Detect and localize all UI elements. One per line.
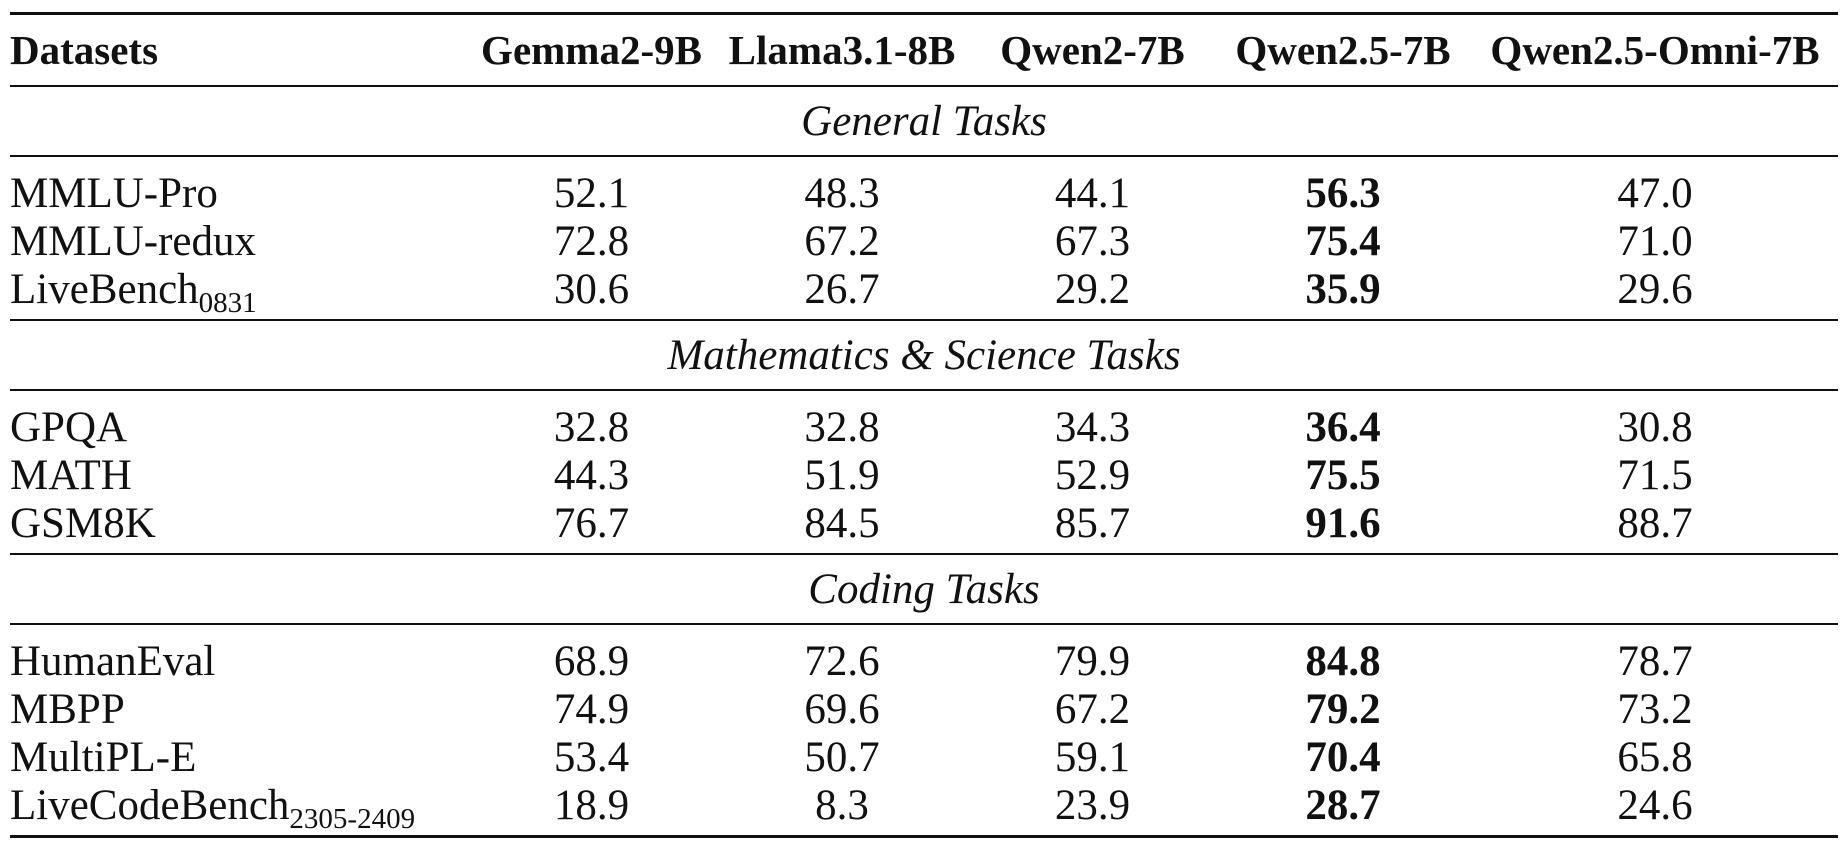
score-cell: 24.6 — [1472, 781, 1838, 838]
score-cell: 29.2 — [1054, 265, 1131, 313]
score-cell: 73.2 — [1617, 685, 1693, 733]
dataset-name-cell: MBPP — [10, 685, 470, 733]
score-cell-best: 70.4 — [1305, 733, 1381, 781]
comparison-table-container: Datasets Gemma2-9B Llama3.1-8B Qwen2-7B … — [10, 12, 1838, 838]
score-cell: 69.6 — [804, 685, 880, 733]
score-cell: 30.6 — [553, 265, 630, 313]
table-row: LiveCodeBench2305-2409 18.9 8.3 23.9 28.7 24.… — [10, 781, 1838, 838]
table-row: MATH 44.3 51.9 52.9 75.5 71.5 — [10, 451, 1838, 499]
score-cell-best: 36.4 — [1305, 403, 1381, 451]
dataset-version-subscript: 2305-2409 — [289, 802, 416, 835]
score-cell: 72.6 — [804, 637, 880, 685]
dataset-name: MultiPL-E — [10, 733, 197, 781]
section-header-row: General Tasks — [10, 86, 1838, 157]
dataset-name-cell: MultiPL-E — [10, 733, 470, 781]
dataset-name-cell: LiveBench0831 — [10, 265, 470, 320]
score-cell: 44.1 — [1054, 169, 1131, 217]
score-cell: 85.7 — [1054, 499, 1131, 547]
table-row: MultiPL-E 53.4 50.7 59.1 70.4 65.8 — [10, 733, 1838, 781]
score-cell: 88.7 — [1617, 499, 1693, 547]
dataset-name-cell: GSM8K — [10, 499, 470, 554]
benchmark-table: Datasets Gemma2-9B Llama3.1-8B Qwen2-7B … — [10, 12, 1838, 838]
score-cell: 50.7 — [804, 733, 880, 781]
dataset-name: MATH — [10, 451, 132, 499]
dataset-name: LiveBench — [10, 265, 199, 313]
table-row: GSM8K 76.7 84.5 85.7 91.6 88.7 — [10, 499, 1838, 554]
dataset-name: MMLU-Pro — [10, 169, 218, 217]
score-cell: 67.2 — [1054, 685, 1131, 733]
table-body: General Tasks MMLU-Pro 52.1 48.3 44.1 56.3 47.… — [10, 86, 1838, 838]
score-cell-best: 84.8 — [1305, 637, 1381, 685]
score-cell: 32.8 — [804, 403, 880, 451]
dataset-name-cell: MMLU-redux — [10, 217, 470, 265]
score-cell: 52.1 — [553, 169, 630, 217]
score-cell: 68.9 — [553, 637, 630, 685]
score-cell: 29.6 — [1617, 265, 1693, 313]
dataset-name: GPQA — [10, 403, 128, 451]
score-cell: 8.3 — [713, 781, 971, 838]
dataset-name-cell: LiveCodeBench2305-2409 — [10, 781, 470, 838]
score-cell-best: 79.2 — [1305, 685, 1381, 733]
dataset-name: MBPP — [10, 685, 125, 733]
section-title: General Tasks — [10, 86, 1838, 157]
score-cell: 59.1 — [1054, 733, 1131, 781]
dataset-name-cell: GPQA — [10, 390, 470, 451]
score-cell: 72.8 — [553, 217, 630, 265]
score-cell: 84.5 — [804, 499, 880, 547]
dataset-name: LiveCodeBench — [10, 781, 290, 829]
dataset-name-cell: HumanEval — [10, 624, 470, 685]
score-cell: 71.5 — [1617, 451, 1693, 499]
dataset-name: MMLU-redux — [10, 217, 257, 265]
header-datasets: Datasets — [10, 12, 470, 87]
score-cell: 67.2 — [804, 217, 880, 265]
score-cell: 79.9 — [1054, 637, 1131, 685]
score-cell: 74.9 — [553, 685, 630, 733]
score-cell-best: 28.7 — [1214, 781, 1472, 838]
score-cell: 44.3 — [553, 451, 630, 499]
table-row: MMLU-Pro 52.1 48.3 44.1 56.3 47.0 — [10, 156, 1838, 217]
section-title: Mathematics & Science Tasks — [10, 319, 1838, 391]
header-model: Qwen2.5-7B — [1214, 12, 1472, 87]
score-cell: 18.9 — [470, 781, 713, 838]
score-cell: 78.7 — [1617, 637, 1693, 685]
table-row: MMLU-redux 72.8 67.2 67.3 75.4 71.0 — [10, 217, 1838, 265]
score-cell: 76.7 — [553, 499, 630, 547]
score-cell: 47.0 — [1617, 169, 1693, 217]
header-model: Qwen2.5-Omni-7B — [1472, 12, 1838, 87]
table-row: LiveBench0831 30.6 26.7 29.2 35.9 29.6 — [10, 265, 1838, 320]
score-cell: 26.7 — [804, 265, 880, 313]
table-row: MBPP 74.9 69.6 67.2 79.2 73.2 — [10, 685, 1838, 733]
header-model: Gemma2-9B — [470, 12, 713, 87]
score-cell-best: 75.5 — [1305, 451, 1381, 499]
score-cell-best: 75.4 — [1305, 217, 1381, 265]
score-cell: 30.8 — [1617, 403, 1693, 451]
score-cell: 65.8 — [1617, 733, 1693, 781]
score-cell-best: 91.6 — [1305, 499, 1381, 547]
section-header-row: Mathematics & Science Tasks — [10, 319, 1838, 391]
header-model: Llama3.1-8B — [713, 12, 971, 87]
score-cell: 51.9 — [804, 451, 880, 499]
dataset-name-cell: MMLU-Pro — [10, 156, 470, 217]
dataset-version-subscript: 0831 — [198, 286, 257, 319]
score-cell: 34.3 — [1054, 403, 1131, 451]
dataset-name: GSM8K — [10, 499, 156, 547]
score-cell-best: 56.3 — [1305, 169, 1381, 217]
score-cell: 32.8 — [553, 403, 630, 451]
table-row: HumanEval 68.9 72.6 79.9 84.8 78.7 — [10, 624, 1838, 685]
header-model: Qwen2-7B — [971, 12, 1214, 87]
header-row: Datasets Gemma2-9B Llama3.1-8B Qwen2-7B … — [10, 12, 1838, 87]
dataset-name-cell: MATH — [10, 451, 470, 499]
score-cell-best: 35.9 — [1305, 265, 1381, 313]
table-row: GPQA 32.8 32.8 34.3 36.4 30.8 — [10, 390, 1838, 451]
score-cell: 52.9 — [1054, 451, 1131, 499]
score-cell: 53.4 — [553, 733, 630, 781]
dataset-name: HumanEval — [10, 637, 216, 685]
section-title: Coding Tasks — [10, 553, 1838, 625]
score-cell: 71.0 — [1617, 217, 1693, 265]
section-header-row: Coding Tasks — [10, 553, 1838, 625]
score-cell: 23.9 — [971, 781, 1214, 838]
score-cell: 48.3 — [804, 169, 880, 217]
score-cell: 67.3 — [1054, 217, 1131, 265]
